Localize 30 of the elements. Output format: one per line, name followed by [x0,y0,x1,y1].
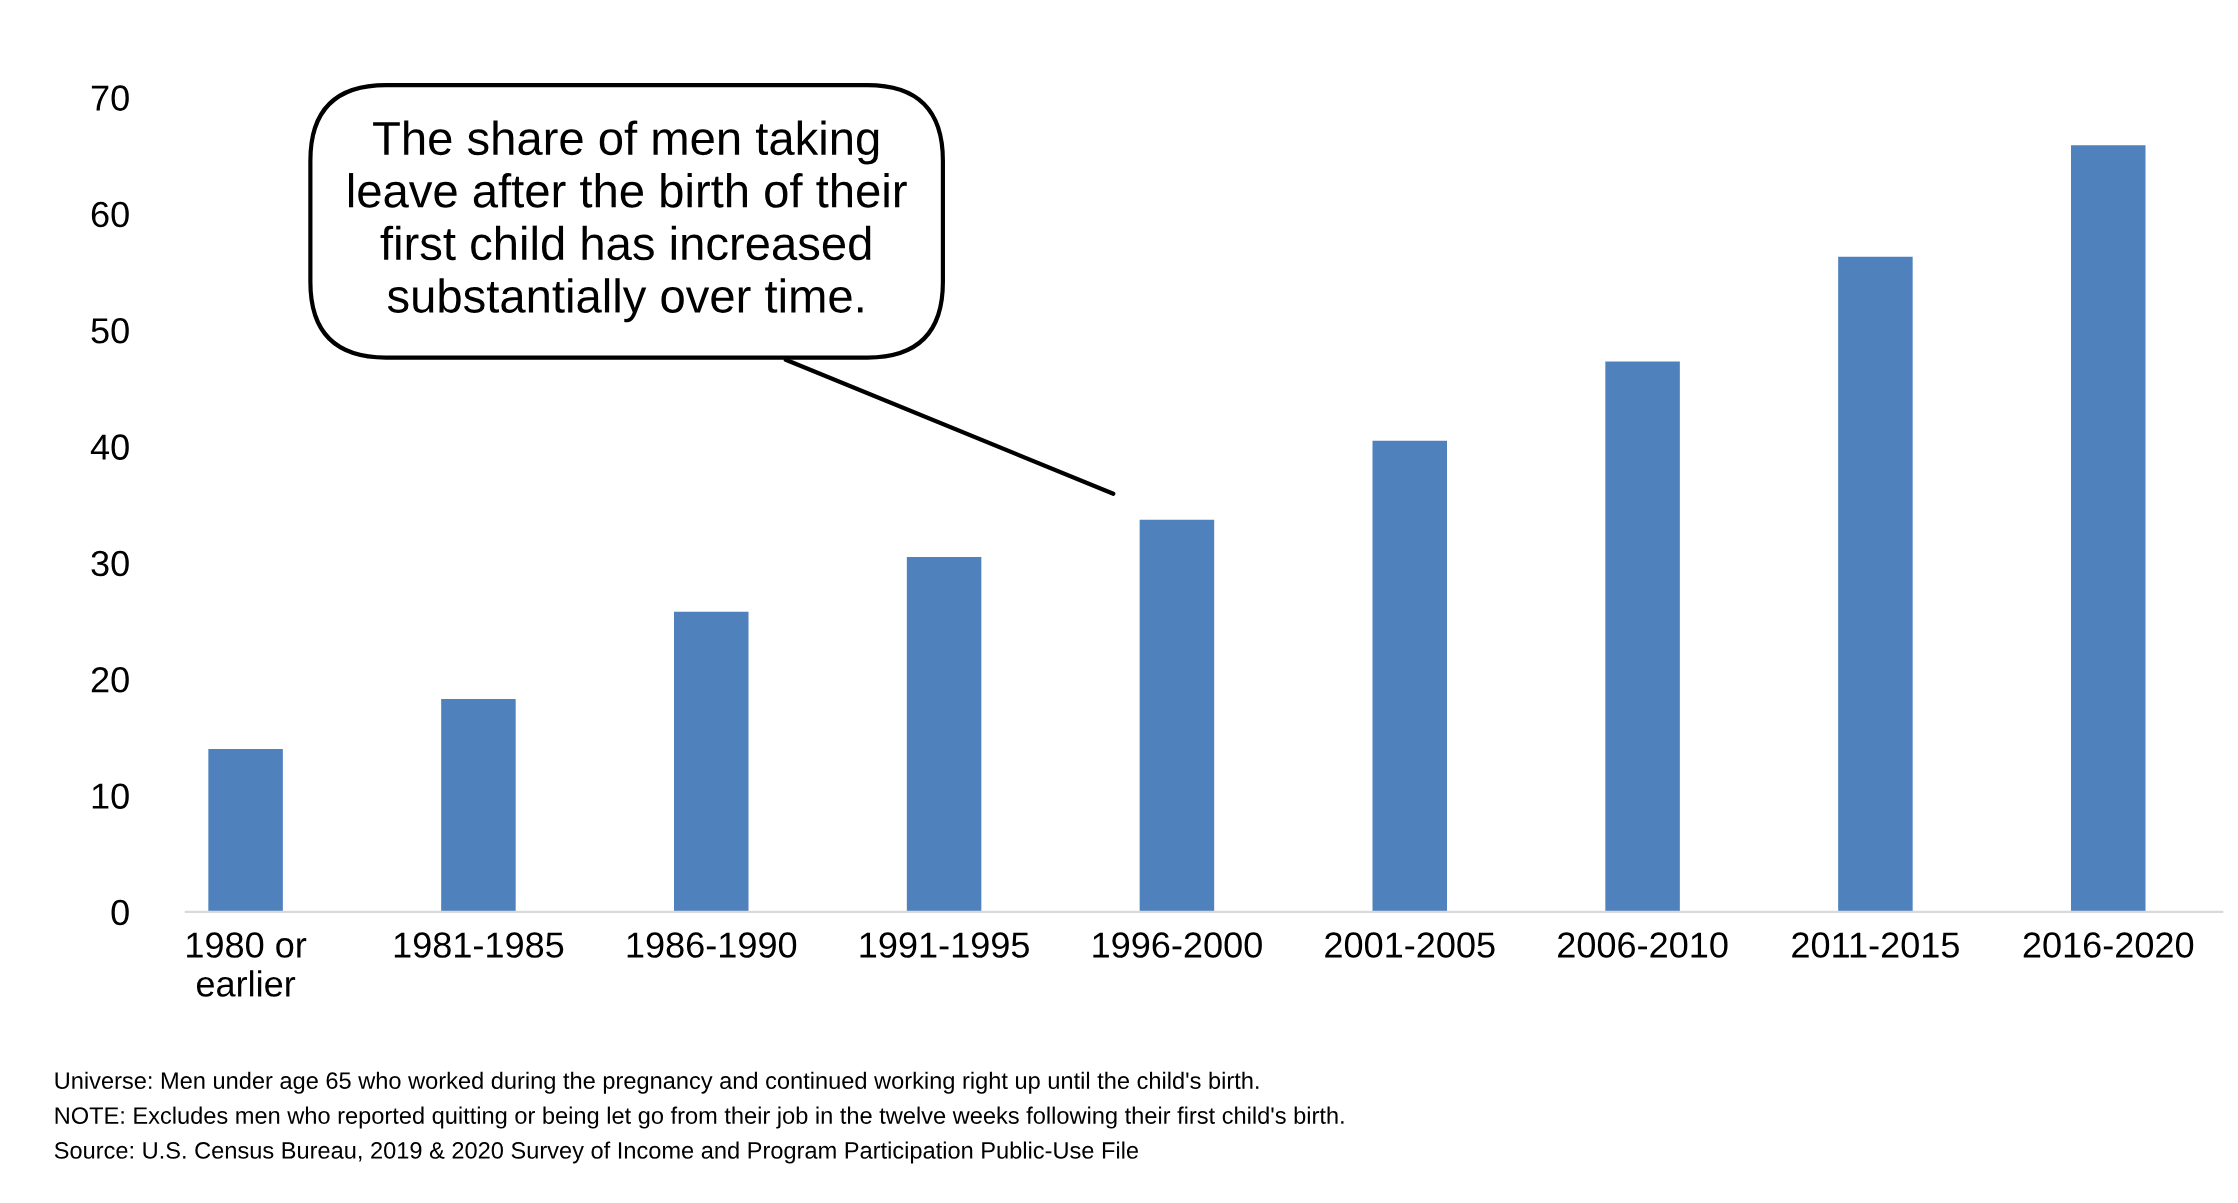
x-tick-label: 1986-1990 [627,932,797,958]
y-tick-label: 50 [91,318,129,344]
bar [441,698,516,912]
x-tick-label: 1996-2000 [1093,932,1262,958]
x-tick-label: 2001-2005 [1325,932,1495,958]
x-tick-label: 2006-2010 [1558,932,1728,958]
x-tick-label: 1981-1985 [394,932,564,958]
y-tick-label: 40 [90,434,129,460]
y-tick-label: 20 [91,667,129,693]
bar [906,557,982,912]
x-tick-label: 1980 or earlier [187,932,307,997]
x-tick-label: 1991-1995 [860,932,1029,958]
bar [1838,256,1913,912]
x-tick-label: 2011-2015 [1792,932,1959,958]
text: Universe: Men under age 65 who worked during the pregnancy and continued working right up until the child's birth. [55,1071,1259,1094]
bar [208,748,283,912]
source-note: Source: U.S. Census Bureau, 2019 & 2020 Survey of Income and Program Participation Public-Use File [54,1141,1139,1164]
bar [1139,519,1215,912]
x-tick-label: 2016-2020 [2023,932,2194,958]
y-tick-label: 60 [91,201,129,228]
y-tick-label: 30 [91,550,129,577]
y-tick-label: 10 [92,783,129,809]
bar [674,611,749,912]
y-tick-label: 0 [111,899,129,926]
bar [1372,440,1447,912]
y-tick-label: 70 [91,85,129,111]
bar [1605,361,1680,912]
annotation: The share of men taking leave after the birth of their first child has increased substantially over time. [348,120,907,323]
text: NOTE: Excludes men who reported quitting or being let go from their job in the twelve weeks following their first child's birth. [55,1106,1344,1129]
bar [2070,145,2146,912]
